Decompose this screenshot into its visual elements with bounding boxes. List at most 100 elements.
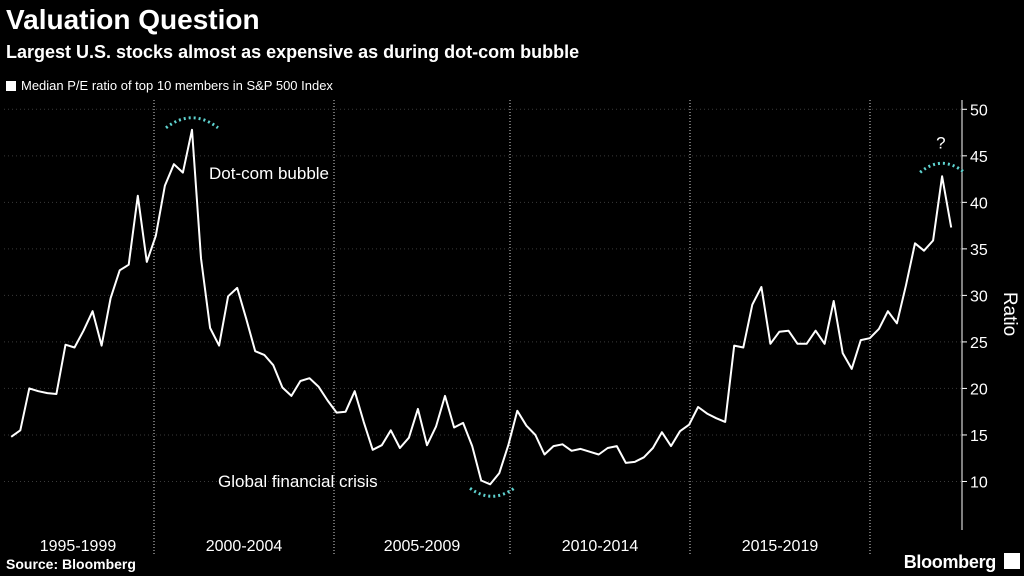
data-point <box>353 390 355 392</box>
data-point <box>896 322 898 324</box>
data-point <box>381 444 383 446</box>
data-point <box>480 479 482 481</box>
data-point <box>344 410 346 412</box>
y-tick-label: 40 <box>970 195 988 212</box>
brand-logo-text: Bloomberg <box>903 552 997 572</box>
pe-ratio-line <box>10 128 953 486</box>
data-point <box>914 242 916 244</box>
data-point <box>10 436 12 438</box>
data-point <box>308 377 310 379</box>
data-point <box>715 417 717 419</box>
data-point <box>878 328 880 330</box>
legend-swatch <box>6 80 16 91</box>
data-point <box>263 354 265 356</box>
data-point <box>19 429 21 431</box>
data-point <box>28 387 30 389</box>
data-point <box>91 310 93 312</box>
data-point <box>299 380 301 382</box>
data-point <box>227 295 229 297</box>
y-tick-label: 20 <box>970 381 988 398</box>
data-point <box>814 330 816 332</box>
crisis-highlight-arc <box>469 487 515 498</box>
data-point <box>670 445 672 447</box>
data-point <box>317 385 319 387</box>
data-point <box>616 445 618 447</box>
x-period-label: 2010-2014 <box>562 538 639 555</box>
data-point <box>769 343 771 345</box>
data-point <box>941 175 943 177</box>
data-point <box>118 269 120 271</box>
data-point <box>588 451 590 453</box>
y-tick-label: 25 <box>970 335 988 352</box>
data-point <box>100 344 102 346</box>
y-tick-label: 35 <box>970 242 988 259</box>
data-point <box>254 350 256 352</box>
data-point <box>842 352 844 354</box>
data-point <box>146 261 148 263</box>
data-point <box>37 390 39 392</box>
data-point <box>200 257 202 259</box>
data-point <box>950 226 952 228</box>
data-point <box>64 344 66 346</box>
data-point <box>760 286 762 288</box>
data-point <box>905 284 907 286</box>
data-point <box>399 447 401 449</box>
data-point <box>832 300 834 302</box>
data-point <box>155 235 157 237</box>
data-point <box>272 364 274 366</box>
data-point <box>444 395 446 397</box>
legend-label: Median P/E ratio of top 10 members in S&… <box>21 78 333 93</box>
dotcom-highlight-arc <box>165 116 219 129</box>
x-period-label: 2005-2009 <box>384 538 461 555</box>
x-period-label: 1995-1999 <box>40 538 117 555</box>
data-point <box>634 461 636 463</box>
chart-title: Valuation Question <box>6 4 260 35</box>
data-point <box>73 346 75 348</box>
data-point <box>408 437 410 439</box>
data-point <box>778 330 780 332</box>
data-point <box>191 129 193 131</box>
data-point <box>498 472 500 474</box>
data-point <box>932 239 934 241</box>
data-point <box>281 386 283 388</box>
data-point <box>390 429 392 431</box>
data-point <box>561 443 563 445</box>
data-point <box>435 425 437 427</box>
data-point <box>453 426 455 428</box>
data-point <box>823 343 825 345</box>
data-point <box>525 424 527 426</box>
data-point <box>923 250 925 252</box>
data-point <box>742 346 744 348</box>
data-point <box>173 163 175 165</box>
data-point <box>796 343 798 345</box>
data-point <box>543 453 545 455</box>
data-point <box>426 444 428 446</box>
chart-legend: Median P/E ratio of top 10 members in S&… <box>6 78 333 93</box>
data-point <box>860 339 862 341</box>
data-point <box>552 445 554 447</box>
brand-mark-icon <box>1004 553 1020 569</box>
data-point <box>887 310 889 312</box>
annotation-question: ? <box>936 133 945 152</box>
data-point <box>787 330 789 332</box>
annotation-crisis: Global financial crisis <box>218 472 378 491</box>
data-point <box>109 297 111 299</box>
data-point <box>697 406 699 408</box>
data-point <box>516 410 518 412</box>
data-point <box>372 449 374 451</box>
data-point <box>579 448 581 450</box>
data-point <box>570 450 572 452</box>
data-point <box>55 393 57 395</box>
data-point <box>489 483 491 485</box>
data-point <box>236 287 238 289</box>
data-point <box>82 330 84 332</box>
data-point <box>851 368 853 370</box>
recent-highlight-arc <box>919 161 966 174</box>
y-tick-label: 30 <box>970 288 988 305</box>
y-tick-label: 15 <box>970 428 988 445</box>
data-point <box>290 395 292 397</box>
data-point <box>128 263 130 265</box>
data-point <box>805 343 807 345</box>
data-point <box>625 462 627 464</box>
